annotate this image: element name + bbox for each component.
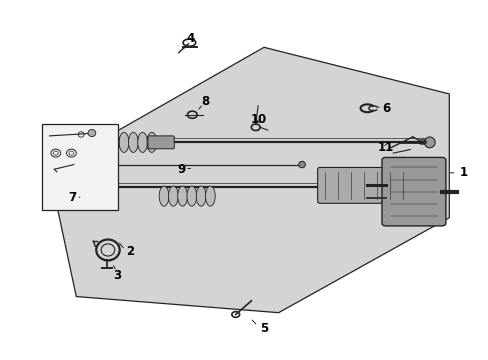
Ellipse shape — [110, 132, 120, 152]
Ellipse shape — [298, 161, 305, 168]
FancyBboxPatch shape — [148, 136, 174, 149]
Text: 2: 2 — [125, 245, 134, 258]
Ellipse shape — [138, 132, 147, 152]
Ellipse shape — [88, 130, 96, 136]
Bar — [42, 125, 118, 211]
Ellipse shape — [177, 186, 187, 206]
Text: 7: 7 — [68, 192, 76, 204]
Ellipse shape — [196, 186, 205, 206]
Ellipse shape — [86, 138, 94, 146]
Text: 5: 5 — [259, 322, 267, 335]
Ellipse shape — [128, 132, 138, 152]
FancyBboxPatch shape — [317, 167, 409, 203]
Ellipse shape — [159, 186, 168, 206]
Polygon shape — [57, 47, 448, 313]
Ellipse shape — [93, 161, 101, 168]
Ellipse shape — [168, 186, 178, 206]
Ellipse shape — [186, 186, 196, 206]
Ellipse shape — [119, 132, 129, 152]
Ellipse shape — [72, 182, 81, 190]
Ellipse shape — [424, 137, 434, 148]
Text: 6: 6 — [381, 102, 389, 115]
Text: 10: 10 — [250, 113, 267, 126]
Text: 3: 3 — [113, 269, 122, 282]
Ellipse shape — [101, 132, 110, 152]
Ellipse shape — [205, 186, 215, 206]
Text: 9: 9 — [177, 163, 185, 176]
Text: 1: 1 — [459, 166, 467, 179]
Text: 11: 11 — [377, 141, 393, 154]
FancyBboxPatch shape — [381, 157, 445, 226]
Text: 4: 4 — [186, 32, 195, 45]
Text: 8: 8 — [201, 95, 209, 108]
Ellipse shape — [147, 132, 157, 152]
